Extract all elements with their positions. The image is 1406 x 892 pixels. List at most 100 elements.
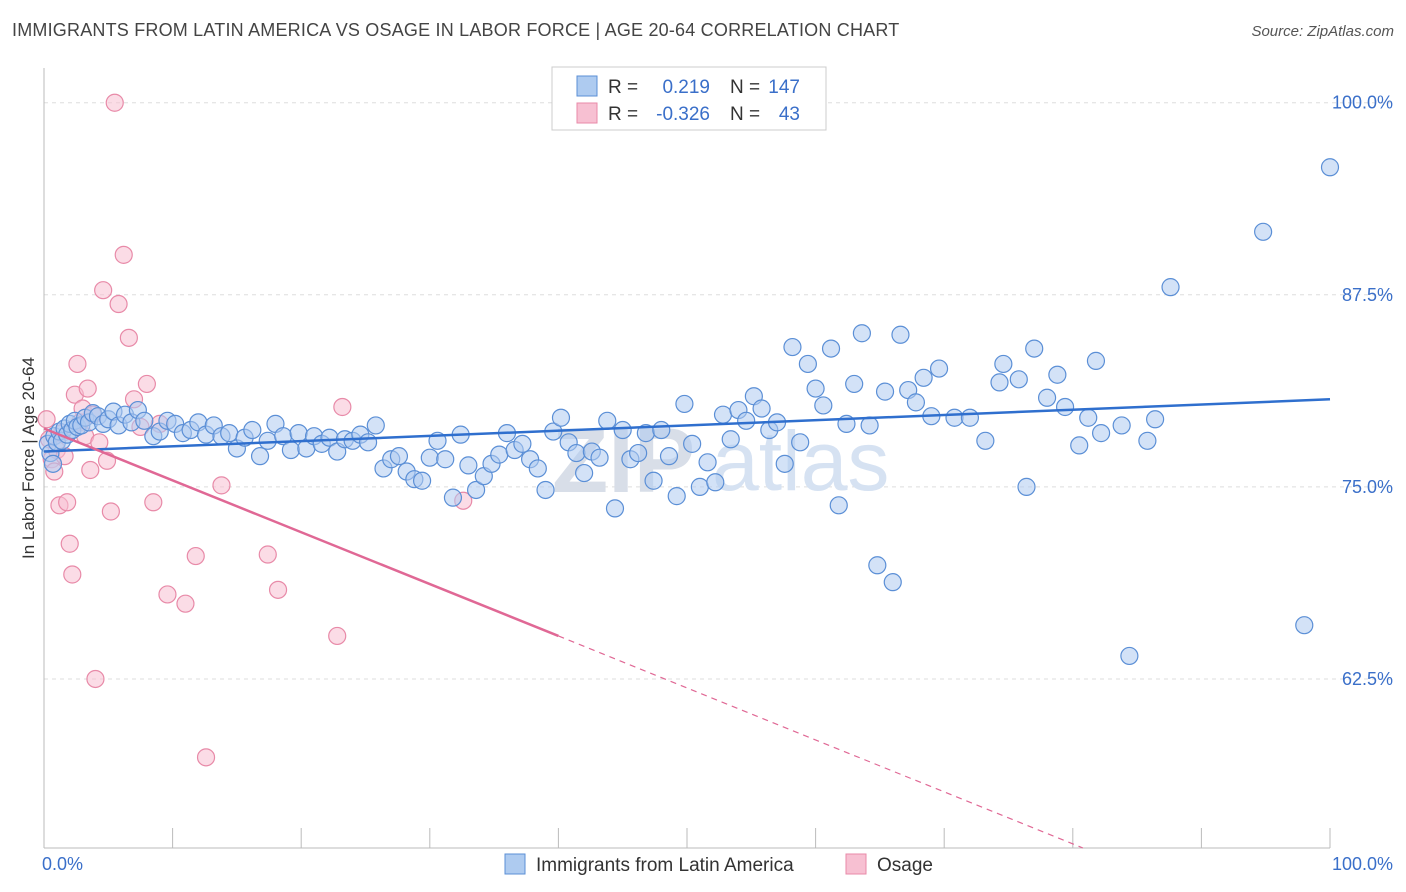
y-tick-label: 87.5%: [1342, 285, 1393, 305]
latin-america-point: [1254, 222, 1273, 241]
osage-point: [196, 748, 216, 767]
x-tick-label-min: 0.0%: [42, 854, 83, 874]
latin-america-point: [358, 433, 378, 452]
osage-point: [114, 245, 133, 264]
latin-america-point: [675, 394, 694, 414]
latin-america-point: [1091, 424, 1111, 443]
osage-point: [258, 545, 277, 564]
osage-point: [119, 328, 138, 347]
latin-america-point: [551, 408, 571, 427]
y-tick-label: 100.0%: [1332, 93, 1393, 113]
latin-america-point: [783, 337, 802, 357]
latin-america-point: [590, 448, 609, 467]
osage-point: [60, 534, 79, 553]
latin-america-point: [420, 448, 439, 467]
x-tick-label-max: 100.0%: [1332, 854, 1393, 874]
osage-point: [81, 460, 100, 480]
latin-america-point: [737, 411, 756, 430]
latin-america-point: [250, 447, 270, 466]
latin-america-point: [775, 454, 794, 473]
osage-point: [268, 580, 288, 599]
latin-america-point: [1037, 388, 1057, 407]
latin-america-point: [829, 496, 848, 515]
latin-america-point: [1070, 436, 1089, 455]
latin-america-point: [536, 480, 555, 500]
latin-america-point: [1048, 365, 1067, 384]
latin-america-point: [443, 488, 463, 507]
osage-point: [137, 374, 156, 394]
watermark-atlas: atlas: [712, 414, 889, 508]
latin-america-point: [490, 445, 509, 464]
latin-america-point: [875, 382, 895, 401]
latin-america-point: [994, 354, 1013, 374]
latin-america-point: [706, 473, 725, 492]
tick-labels: 62.5% 75.0% 87.5% 100.0% 0.0% 100.0%: [42, 93, 1393, 874]
latin-america-point: [945, 408, 964, 427]
latin-america-point: [598, 411, 617, 430]
series-legend-label-blue: Immigrants from Latin America: [536, 855, 794, 876]
latin-america-point: [629, 443, 648, 463]
latin-america-point: [960, 408, 980, 427]
series-legend-swatch-blue: [504, 853, 526, 875]
legend-n-value-blue: 147: [768, 77, 800, 98]
osage-point: [63, 565, 82, 584]
latin-america-point: [1146, 410, 1165, 429]
latin-america-point: [567, 443, 586, 463]
legend-r-value-blue: 0.219: [662, 77, 710, 98]
latin-america-point: [575, 463, 594, 483]
latin-america-point: [891, 325, 910, 344]
latin-america-point: [713, 405, 733, 424]
latin-america-point: [613, 420, 632, 440]
series-legend-label-pink: Osage: [877, 855, 933, 876]
latin-america-point: [1055, 397, 1075, 417]
latin-america-point: [466, 480, 486, 500]
latin-america-point: [528, 459, 547, 478]
osage-point: [333, 397, 352, 417]
latin-america-point: [791, 433, 810, 452]
latin-america-point: [1120, 646, 1139, 666]
latin-america-point: [1295, 616, 1314, 635]
osage-point: [68, 354, 87, 374]
osage-point: [212, 476, 231, 495]
latin-america-point: [1079, 408, 1098, 427]
legend-swatch-pink: [576, 102, 598, 124]
osage-point: [158, 585, 177, 604]
latin-america-point: [814, 396, 833, 415]
latin-america-point: [644, 471, 663, 490]
osage-point: [58, 493, 77, 512]
latin-america-point: [1320, 158, 1340, 177]
osage-trend-extension: [558, 635, 1084, 849]
latin-america-point: [43, 454, 63, 473]
latin-america-point: [683, 434, 702, 453]
stats-legend: R = 0.219 N = 147 R = -0.326 N = 43: [551, 66, 827, 131]
latin-america-point: [1025, 339, 1044, 358]
latin-america-point: [366, 416, 385, 435]
stats-legend-box: [551, 66, 827, 131]
legend-r-label-pink: R =: [608, 104, 638, 125]
latin-america-point: [135, 411, 154, 430]
series-legend-swatch-pink: [845, 853, 867, 875]
latin-america-point: [852, 324, 871, 343]
latin-america-point: [659, 447, 679, 466]
legend-n-label-blue: N =: [730, 77, 760, 98]
osage-point: [144, 493, 163, 512]
legend-swatch-blue: [576, 75, 598, 97]
latin-america-point: [1161, 278, 1180, 297]
latin-america-point: [1112, 416, 1131, 435]
latin-america-point: [1086, 351, 1106, 370]
osage-point: [109, 294, 128, 314]
latin-america-point: [220, 424, 239, 443]
latin-america-point: [752, 399, 771, 418]
legend-n-label-pink: N =: [730, 104, 760, 125]
latin-america-points: [38, 158, 1340, 666]
latin-america-point: [513, 434, 532, 453]
osage-point: [186, 546, 205, 566]
osage-point: [328, 626, 347, 646]
y-tick-label: 62.5%: [1342, 669, 1393, 689]
latin-america-point: [243, 420, 262, 440]
latin-america-point: [883, 573, 902, 592]
latin-america-point: [436, 450, 455, 469]
latin-america-point: [906, 393, 926, 412]
osage-point: [105, 93, 124, 112]
